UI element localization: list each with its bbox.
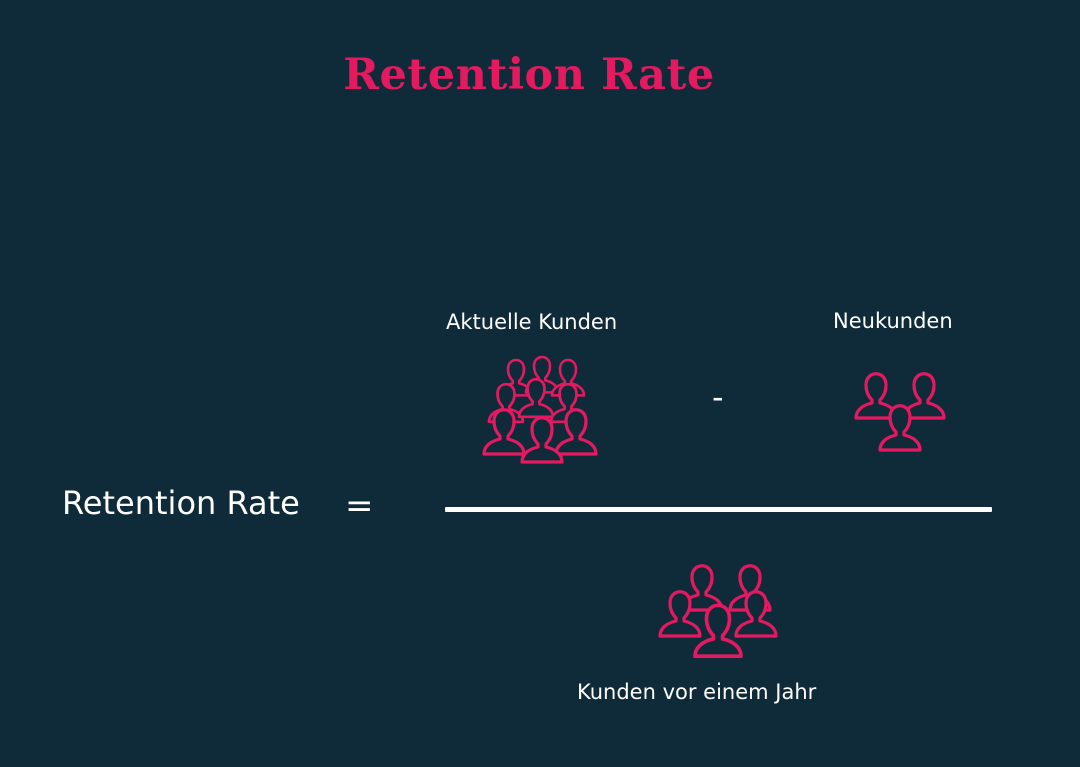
diagram-title: Retention Rate [343, 50, 715, 100]
three-people-icon [848, 360, 954, 462]
large-crowd-icon [480, 348, 605, 466]
equals-sign: = [345, 486, 374, 526]
customers-year-ago-label: Kunden vor einem Jahr [577, 680, 817, 704]
current-customers-label: Aktuelle Kunden [446, 310, 618, 334]
new-customers-label: Neukunden [833, 309, 953, 333]
people-group-icon [652, 552, 782, 666]
lhs-label: Retention Rate [62, 484, 300, 522]
fraction-bar [445, 507, 992, 512]
minus-sign: - [712, 378, 724, 416]
